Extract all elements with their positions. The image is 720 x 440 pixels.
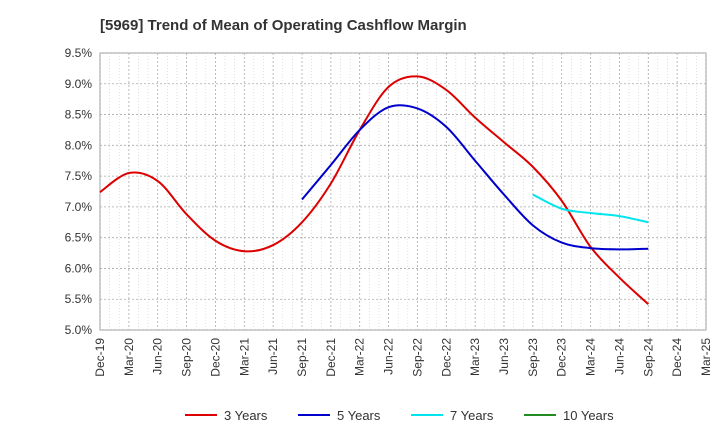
x-tick-label: Sep-23 bbox=[526, 338, 540, 377]
legend-label-10-years: 10 Years bbox=[563, 408, 614, 423]
x-tick-label: Dec-24 bbox=[670, 338, 684, 377]
legend-label-7-years: 7 Years bbox=[450, 408, 494, 423]
y-tick-label: 9.0% bbox=[65, 77, 93, 91]
legend: 3 Years 5 Years 7 Years 10 Years bbox=[185, 408, 614, 423]
y-tick-label: 6.5% bbox=[65, 231, 93, 245]
x-tick-label: Jun-22 bbox=[382, 338, 396, 375]
x-tick-label: Dec-21 bbox=[324, 338, 338, 377]
legend-label-5-years: 5 Years bbox=[337, 408, 381, 423]
x-tick-label: Jun-23 bbox=[497, 338, 511, 375]
x-tick-label: Sep-20 bbox=[180, 338, 194, 377]
plot-area bbox=[99, 52, 707, 331]
series-group bbox=[99, 75, 649, 305]
series-line-3-years bbox=[99, 75, 649, 305]
x-tick-label: Jun-20 bbox=[151, 338, 165, 375]
grid bbox=[99, 52, 707, 331]
x-tick-label: Mar-21 bbox=[237, 338, 251, 376]
series-line-7-years bbox=[532, 193, 649, 224]
x-tick-label: Dec-20 bbox=[208, 338, 222, 377]
x-tick-label: Dec-19 bbox=[93, 338, 107, 377]
y-tick-label: 9.5% bbox=[65, 46, 93, 60]
y-tick-label: 5.5% bbox=[65, 292, 93, 306]
y-tick-label: 7.5% bbox=[65, 169, 93, 183]
y-tick-label: 6.0% bbox=[65, 261, 93, 275]
legend-label-3-years: 3 Years bbox=[224, 408, 268, 423]
x-tick-label: Sep-24 bbox=[641, 338, 655, 377]
y-tick-label: 7.0% bbox=[65, 200, 93, 214]
x-tick-label: Dec-22 bbox=[439, 338, 453, 377]
chart-title: [5969] Trend of Mean of Operating Cashfl… bbox=[100, 17, 467, 34]
x-tick-label: Jun-24 bbox=[612, 338, 626, 375]
x-tick-label: Dec-23 bbox=[555, 338, 569, 377]
y-tick-label: 8.5% bbox=[65, 108, 93, 122]
y-axis: 9.5% 9.0% 8.5% 8.0% 7.5% 7.0% 6.5% 6.0% 5.5% 5.0% bbox=[65, 46, 93, 337]
x-tick-label: Mar-25 bbox=[699, 338, 713, 376]
y-tick-label: 5.0% bbox=[65, 323, 93, 337]
x-tick-label: Sep-21 bbox=[295, 338, 309, 377]
series-line-5-years bbox=[301, 104, 649, 251]
x-tick-label: Sep-22 bbox=[410, 338, 424, 377]
x-tick-label: Mar-24 bbox=[584, 338, 598, 376]
x-tick-label: Mar-22 bbox=[353, 338, 367, 376]
x-tick-label: Mar-23 bbox=[468, 338, 482, 376]
x-tick-label: Jun-21 bbox=[266, 338, 280, 375]
x-tick-label: Mar-20 bbox=[122, 338, 136, 376]
y-tick-label: 8.0% bbox=[65, 138, 93, 152]
x-axis: Dec-19 Mar-20 Jun-20 Sep-20 Dec-20 Mar-21 Jun-… bbox=[93, 338, 713, 377]
